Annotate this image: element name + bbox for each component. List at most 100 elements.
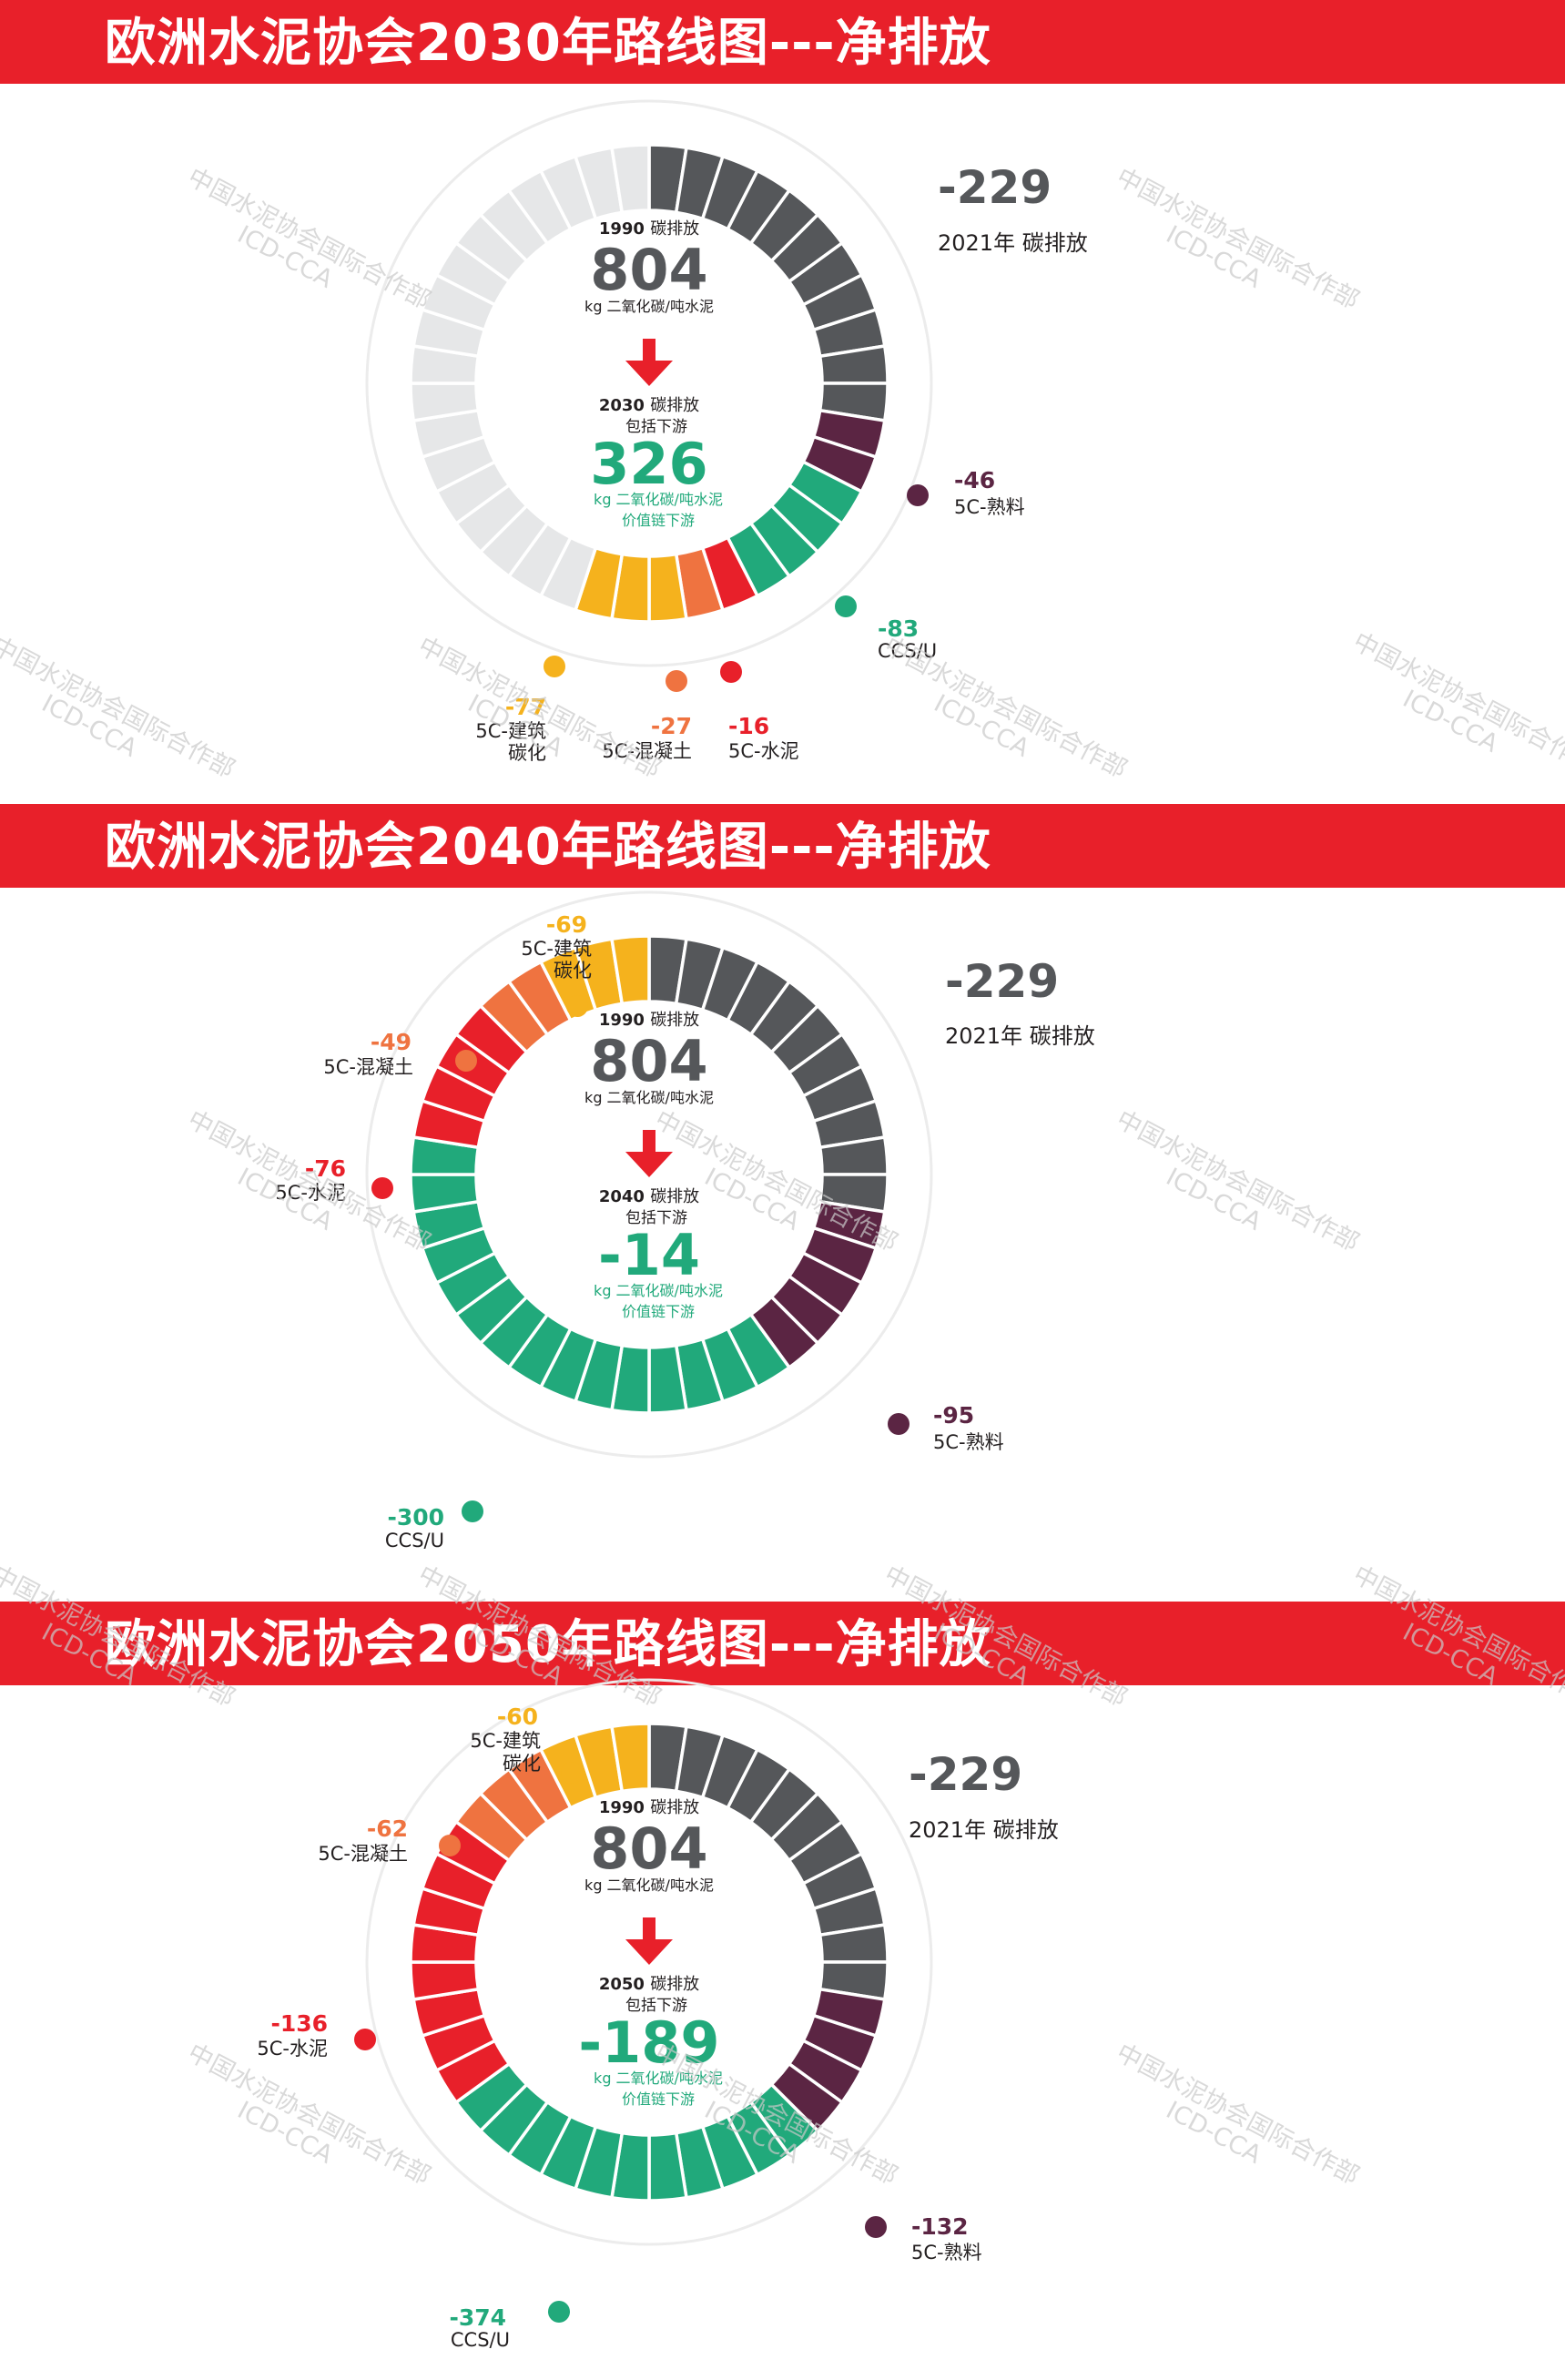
chart-title-2040: 欧洲水泥协会2040年路线图---净排放: [105, 818, 991, 877]
marker-dot-concrete: [455, 1050, 477, 1072]
value-label-concrete: -62: [367, 1816, 408, 1842]
outer-guide-ring: [365, 99, 933, 667]
target-suffix: 碳排放: [650, 1975, 699, 1994]
reference-label: 2021年 碳排放: [945, 1023, 1095, 1049]
category-label-ccsu: CCS/U: [385, 1530, 444, 1551]
title-banner-2040: 欧洲水泥协会2040年路线图---净排放: [0, 804, 1565, 888]
target-label: 2040 碳排放: [599, 1187, 699, 1206]
marker-dot-clinker: [865, 2216, 887, 2238]
category-label-cement: 5C-水泥: [257, 2038, 328, 2060]
value-label-clinker: -46: [954, 467, 995, 493]
reference-label: 2021年 碳排放: [909, 1817, 1059, 1843]
baseline-unit: kg 二氧化碳/吨水泥: [584, 1877, 714, 1894]
target-scope: 包括下游: [625, 418, 687, 436]
marker-dot-cement: [371, 1177, 393, 1199]
category-label-construction: 5C-建筑: [475, 720, 546, 742]
category-label-clinker: 5C-熟料: [933, 1431, 1004, 1453]
reference-value: -229: [909, 1748, 1022, 1801]
target-label: 2030 碳排放: [599, 396, 699, 415]
baseline-value: 804: [590, 1816, 707, 1882]
value-label-construction: -69: [546, 911, 587, 938]
value-label-ccsu: -300: [387, 1504, 444, 1531]
target-value: -189: [578, 2009, 719, 2076]
marker-dot-construction: [544, 656, 565, 677]
marker-dot-ccsu: [462, 1500, 483, 1522]
marker-dot-clinker: [907, 484, 929, 506]
arrow-down-icon: [625, 1130, 673, 1177]
target-unit: kg 二氧化碳/吨水泥: [594, 491, 723, 508]
category-label-clinker: 5C-熟料: [911, 2242, 982, 2263]
target-label: 2050 碳排放: [599, 1975, 699, 1994]
value-label-concrete: -49: [371, 1029, 412, 1055]
value-label-clinker: -132: [911, 2213, 969, 2240]
category-label-construction-line2: 碳化: [508, 742, 546, 764]
category-label-cement: 5C-水泥: [275, 1182, 346, 1204]
target-unit: kg 二氧化碳/吨水泥: [594, 1282, 723, 1299]
marker-dot-cement: [720, 661, 742, 683]
arrow-down-icon: [625, 1917, 673, 1965]
reference-label: 2021年 碳排放: [938, 230, 1088, 256]
baseline-year: 1990: [599, 219, 650, 239]
baseline-label: 1990 碳排放: [599, 1798, 699, 1817]
value-label-cement: -136: [270, 2010, 328, 2037]
marker-dot-concrete: [666, 670, 687, 692]
category-label-construction-line2: 碳化: [554, 960, 592, 981]
value-label-ccsu: -83: [878, 615, 919, 642]
baseline-suffix: 碳排放: [650, 1798, 699, 1817]
category-label-clinker: 5C-熟料: [954, 496, 1025, 518]
chart-title-2050: 欧洲水泥协会2050年路线图---净排放: [105, 1615, 991, 1674]
category-label-construction: 5C-建筑: [470, 1730, 541, 1752]
baseline-suffix: 碳排放: [650, 219, 699, 239]
category-label-construction-line2: 碳化: [503, 1753, 541, 1775]
baseline-value: 804: [590, 237, 707, 303]
value-label-clinker: -95: [933, 1402, 974, 1429]
target-unit2: 价值链下游: [622, 2090, 695, 2108]
marker-dot-construction: [566, 995, 588, 1017]
title-banner-2030: 欧洲水泥协会2030年路线图---净排放: [0, 0, 1565, 84]
category-label-concrete: 5C-混凝土: [323, 1056, 413, 1078]
marker-dot-construction: [561, 1762, 583, 1784]
marker-dot-clinker: [888, 1413, 910, 1435]
target-scope: 包括下游: [625, 1209, 687, 1227]
outer-guide-ring: [365, 890, 933, 1459]
baseline-year: 1990: [599, 1011, 650, 1030]
value-label-concrete: -27: [651, 713, 692, 739]
marker-dot-cement: [354, 2029, 376, 2050]
target-unit2: 价值链下游: [622, 1303, 695, 1320]
category-label-cement: 5C-水泥: [728, 740, 799, 762]
donut-segment-construction: [610, 1722, 651, 1794]
baseline-unit: kg 二氧化碳/吨水泥: [584, 1089, 714, 1106]
donut-segment-remaining: [610, 143, 651, 215]
value-label-construction: -60: [497, 1704, 538, 1730]
marker-dot-concrete: [439, 1835, 461, 1856]
baseline-label: 1990 碳排放: [599, 219, 699, 239]
value-label-ccsu: -374: [449, 2304, 506, 2331]
arrow-down-icon: [625, 339, 673, 386]
reference-value: -229: [945, 955, 1059, 1008]
target-suffix: 碳排放: [650, 396, 699, 415]
baseline-unit: kg 二氧化碳/吨水泥: [584, 298, 714, 315]
value-label-cement: -16: [728, 713, 769, 739]
baseline-value: 804: [590, 1028, 707, 1094]
target-suffix: 碳排放: [650, 1187, 699, 1206]
target-scope: 包括下游: [625, 1997, 687, 2015]
target-value: -14: [598, 1222, 700, 1288]
category-label-concrete: 5C-混凝土: [318, 1843, 408, 1865]
baseline-year: 1990: [599, 1798, 650, 1817]
title-banner-2050: 欧洲水泥协会2050年路线图---净排放: [0, 1602, 1565, 1685]
target-year: 2030: [599, 396, 650, 415]
value-label-cement: -76: [305, 1155, 346, 1182]
donut-segment-construction: [610, 934, 651, 1006]
baseline-suffix: 碳排放: [650, 1011, 699, 1030]
target-unit2: 价值链下游: [622, 512, 695, 529]
category-label-concrete: 5C-混凝土: [602, 740, 692, 762]
category-label-ccsu: CCS/U: [451, 2329, 510, 2351]
category-label-construction: 5C-建筑: [521, 938, 592, 960]
category-label-ccsu: CCS/U: [878, 640, 937, 662]
